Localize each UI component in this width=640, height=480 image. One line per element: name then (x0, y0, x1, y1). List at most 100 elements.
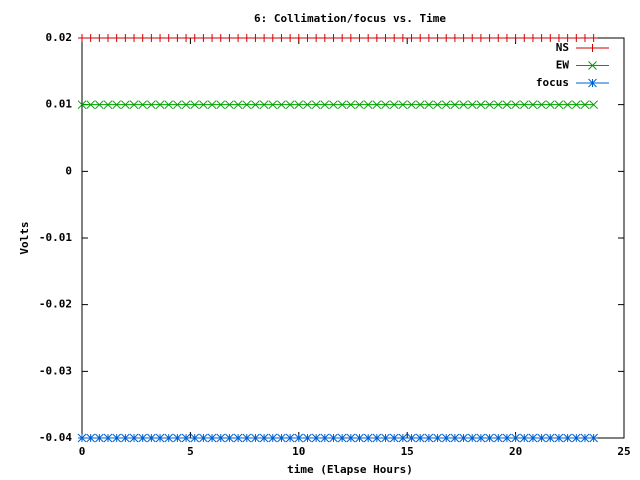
data-point (155, 433, 165, 443)
data-point (329, 433, 338, 443)
data-point (528, 34, 537, 42)
data-point (502, 100, 512, 110)
data-point (476, 34, 485, 42)
data-point (225, 100, 234, 110)
data-point (459, 433, 468, 443)
data-point (199, 34, 208, 42)
data-point (563, 34, 572, 42)
y-tick-label: -0.03 (39, 364, 72, 377)
data-point (337, 100, 347, 110)
data-point (519, 433, 529, 443)
data-point (320, 433, 330, 443)
data-point (415, 433, 425, 443)
data-point (216, 34, 225, 42)
data-point (311, 100, 321, 110)
data-point (277, 34, 286, 42)
data-point (450, 34, 459, 42)
data-point (502, 34, 511, 42)
data-point (303, 433, 312, 443)
data-point (77, 433, 87, 443)
data-point (242, 100, 252, 110)
y-tick-label: 0.01 (46, 98, 73, 111)
data-point (424, 433, 434, 443)
data-point (381, 34, 390, 42)
data-point (294, 433, 304, 443)
data-point (346, 100, 356, 110)
data-point (207, 433, 217, 443)
data-point (407, 100, 416, 110)
data-point (259, 100, 269, 110)
data-point (268, 34, 277, 42)
data-point (467, 433, 477, 443)
data-point (277, 100, 286, 110)
data-point (86, 100, 96, 110)
data-point (138, 100, 148, 110)
data-point (95, 34, 104, 42)
data-point (112, 100, 122, 110)
data-point (225, 34, 234, 42)
data-point (190, 34, 199, 42)
data-point (147, 34, 156, 42)
data-point (138, 34, 147, 42)
data-point (164, 34, 173, 42)
data-point (511, 34, 520, 42)
data-point (78, 34, 86, 42)
chart-title: 6: Collimation/focus vs. Time (254, 12, 446, 25)
x-tick-label: 20 (509, 445, 522, 458)
legend-label: EW (556, 59, 570, 72)
data-point (259, 433, 269, 443)
data-point (285, 433, 295, 443)
data-point (398, 34, 407, 42)
data-point (467, 100, 477, 110)
data-point (242, 433, 252, 443)
x-tick-label: 10 (292, 445, 305, 458)
data-point (208, 34, 217, 42)
data-point (407, 34, 416, 42)
data-point (311, 433, 321, 443)
data-point (528, 100, 538, 110)
data-point (173, 100, 182, 110)
data-point (571, 433, 581, 443)
data-point (554, 100, 564, 110)
data-point (537, 34, 546, 42)
data-point (468, 34, 477, 42)
legend-marker (588, 61, 597, 70)
data-point (277, 433, 286, 443)
data-point (173, 433, 182, 443)
data-point (268, 100, 278, 110)
y-tick-label: -0.04 (39, 431, 72, 444)
data-point (190, 433, 200, 443)
data-point (554, 34, 563, 42)
data-point (441, 100, 451, 110)
data-point (199, 100, 208, 110)
data-point (424, 100, 434, 110)
data-point (537, 100, 546, 110)
data-point (156, 34, 165, 42)
data-point (580, 433, 590, 443)
data-point (233, 433, 243, 443)
data-point (94, 100, 104, 110)
data-point (164, 100, 174, 110)
data-point (190, 100, 200, 110)
data-point (511, 100, 520, 110)
data-point (86, 433, 96, 443)
data-point (338, 34, 347, 42)
data-point (389, 100, 399, 110)
data-point (199, 433, 208, 443)
legend-marker (588, 78, 597, 88)
data-point (572, 34, 581, 42)
data-point (381, 100, 390, 110)
data-point (104, 34, 113, 42)
legend-label: focus (536, 76, 569, 89)
data-point (580, 100, 590, 110)
data-point (294, 34, 303, 42)
data-point (450, 100, 460, 110)
data-point (545, 433, 555, 443)
data-point (147, 100, 156, 110)
data-point (520, 34, 529, 42)
data-point (459, 34, 468, 42)
data-point (502, 433, 512, 443)
data-point (398, 433, 408, 443)
data-point (181, 100, 191, 110)
